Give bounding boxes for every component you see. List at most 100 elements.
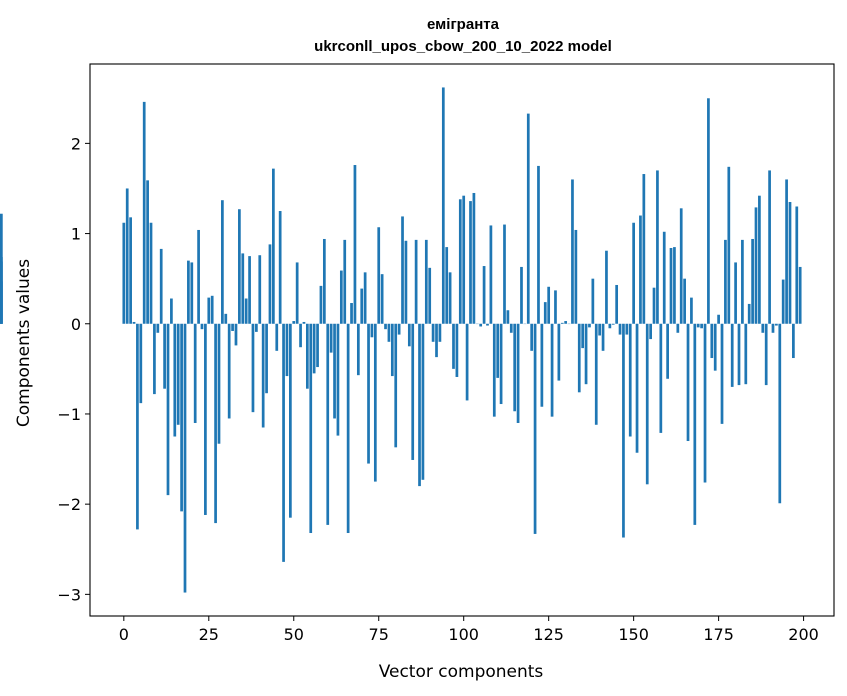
bar-77	[384, 323, 387, 330]
bar-154	[645, 323, 649, 485]
bar-171	[703, 323, 707, 483]
bar-0	[122, 222, 126, 324]
bar-179	[730, 323, 734, 387]
chart-title-line-2: ukrconll_upos_cbow_200_10_2022 model	[314, 38, 612, 55]
bar-66	[346, 323, 350, 534]
bar-82	[401, 216, 404, 324]
bar-41	[261, 323, 265, 428]
bar-79	[390, 323, 394, 377]
bar-122	[537, 165, 540, 324]
bar-85	[411, 323, 415, 460]
bar-93	[438, 323, 442, 342]
bar-17	[180, 323, 183, 512]
bar-49	[289, 323, 292, 518]
bar-6	[142, 101, 146, 324]
bar-167	[690, 297, 693, 324]
bar-160	[666, 323, 669, 379]
y-tick-label-0: 0	[71, 315, 81, 334]
bar-138	[591, 278, 595, 324]
bar-121	[533, 323, 537, 534]
bar-190	[768, 170, 771, 324]
bar-88	[421, 323, 425, 480]
bar-37	[248, 256, 251, 324]
bar-36	[244, 298, 248, 324]
x-tick-label-25: 25	[199, 625, 219, 644]
x-tick-label-50: 50	[284, 625, 304, 644]
bars-group	[0, 87, 802, 593]
bar-144	[611, 323, 615, 325]
bar-55	[309, 323, 313, 534]
bar-176	[720, 323, 724, 424]
bar-133	[574, 229, 578, 324]
bar-103	[472, 192, 476, 324]
bar-23	[200, 323, 204, 330]
bar-21	[193, 323, 197, 423]
bar-108	[489, 225, 493, 324]
bar-13	[166, 323, 170, 496]
bar-69	[356, 323, 360, 376]
bar-40	[258, 255, 262, 324]
bar-9	[153, 323, 156, 395]
bar-63	[336, 323, 340, 436]
bar-123	[540, 323, 544, 407]
bar-139	[594, 323, 598, 425]
bar-180	[734, 262, 737, 324]
bar-54	[305, 323, 309, 389]
bar-137	[588, 323, 591, 328]
bar-98	[455, 323, 459, 377]
bar-18	[183, 323, 187, 593]
bar-147	[622, 323, 625, 538]
bar-96	[448, 272, 452, 324]
y-tick-label-2: 2	[71, 134, 81, 153]
bar-152	[639, 215, 642, 324]
bar-166	[686, 323, 690, 442]
bar-172	[707, 98, 710, 324]
bar-105	[479, 323, 483, 327]
bar-89	[424, 239, 428, 324]
bar-100	[462, 195, 466, 324]
bar-39	[255, 323, 258, 332]
bar-29	[221, 200, 224, 324]
bar-27	[214, 323, 217, 524]
bar-112	[503, 224, 506, 324]
bar-124	[543, 302, 547, 324]
bar-127	[554, 290, 557, 324]
bar-2	[129, 217, 132, 324]
bar-47	[282, 323, 285, 562]
bar-149	[628, 323, 632, 437]
bar-177	[724, 239, 727, 324]
x-tick-label-125: 125	[533, 625, 564, 644]
bar-5	[139, 323, 143, 404]
bar-71	[363, 272, 367, 324]
bar-99	[458, 199, 462, 324]
bar-165	[683, 278, 686, 324]
bar-43	[268, 244, 272, 324]
bar-11	[159, 248, 163, 324]
bar-57	[316, 323, 319, 368]
y-axis-label: Components values	[14, 259, 34, 427]
bar-7	[146, 180, 149, 324]
bar-59	[322, 238, 326, 324]
bar-72	[367, 323, 370, 464]
bar-94	[441, 87, 445, 324]
bar-193	[778, 323, 782, 504]
bar-126	[550, 323, 554, 417]
bar-161	[669, 248, 673, 324]
axes-group: 0 25 50 75 100 125 150 175 200 −3 −2 −1 0 1 2	[57, 134, 818, 644]
bar-4	[136, 323, 139, 530]
bar-151	[635, 323, 639, 453]
bar-189	[764, 323, 768, 386]
bar-153	[642, 174, 646, 324]
bar-50	[292, 321, 296, 324]
bar-87	[418, 323, 421, 487]
bar-113	[506, 310, 510, 324]
bar-84	[407, 323, 411, 347]
bar-3	[132, 321, 136, 324]
bar-135	[581, 323, 585, 349]
bar-80	[394, 323, 398, 448]
bar-33	[234, 323, 238, 346]
bar-188	[761, 323, 765, 333]
bar-163	[676, 323, 680, 333]
bar-119	[526, 113, 530, 324]
bar-155	[649, 323, 652, 340]
